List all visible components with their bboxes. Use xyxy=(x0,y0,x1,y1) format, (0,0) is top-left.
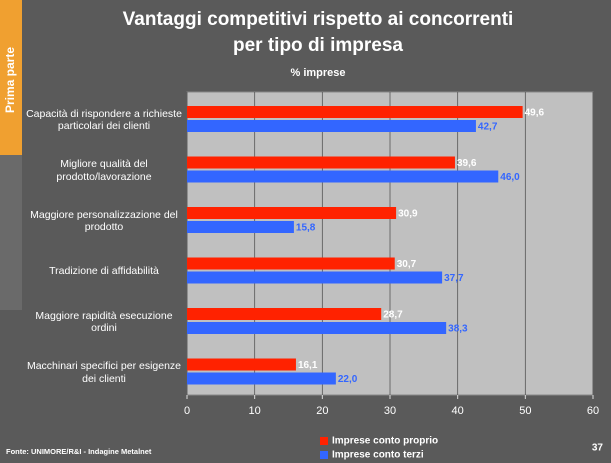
value-label: 42,7 xyxy=(478,122,498,133)
bar xyxy=(187,322,447,334)
value-label: 16,1 xyxy=(298,360,318,371)
page-number: 37 xyxy=(592,443,604,454)
value-label: 39,6 xyxy=(457,158,477,169)
x-tick-label: 50 xyxy=(519,405,531,417)
source: Fonte: UNIMORE/R&I - Indagine Metalnet xyxy=(6,447,152,456)
x-tick-label: 10 xyxy=(249,405,261,417)
chart-title: Vantaggi competitivi rispetto ai concorr… xyxy=(123,9,514,30)
bar xyxy=(187,170,499,183)
category-label-box: Capacità di rispondere a richieste parti… xyxy=(26,107,182,133)
value-label: 37,7 xyxy=(444,273,464,284)
value-label: 49,6 xyxy=(525,108,545,119)
category-label-box: Migliore qualità del prodotto/lavorazion… xyxy=(56,158,152,183)
bar xyxy=(187,120,476,132)
value-label: 30,7 xyxy=(397,259,417,270)
y-tick-label: Capacità di rispondere a richieste parti… xyxy=(26,107,182,133)
side-strip xyxy=(0,0,22,155)
value-label: 15,8 xyxy=(296,223,316,234)
x-tick-label: 40 xyxy=(452,405,464,417)
bar xyxy=(187,221,294,233)
category-label-box: Macchinari specifici per esigenze dei cl… xyxy=(26,360,182,385)
legend-label: Imprese conto terzi xyxy=(332,450,424,461)
y-tick-label: Maggiore rapidità esecuzione ordini xyxy=(35,309,173,335)
bar xyxy=(187,271,443,284)
bar xyxy=(187,372,336,385)
value-label: 28,7 xyxy=(383,310,403,321)
legend-swatch xyxy=(320,437,328,445)
legend-label: Imprese conto proprio xyxy=(332,436,438,447)
value-label: 22,0 xyxy=(338,374,358,385)
value-label: 38,3 xyxy=(448,324,468,335)
value-label: 46,0 xyxy=(500,172,520,183)
side-strip xyxy=(0,155,22,310)
bar xyxy=(187,358,296,371)
bar xyxy=(187,207,397,219)
side-label: Prima parte xyxy=(3,47,17,113)
bar xyxy=(187,257,395,270)
category-label-box: Tradizione di affidabilità xyxy=(49,265,159,278)
chart-subtitle: % imprese xyxy=(290,67,345,79)
bar xyxy=(187,156,455,169)
y-tick-label: Macchinari specifici per esigenze dei cl… xyxy=(26,360,182,385)
x-tick-label: 60 xyxy=(587,405,599,417)
bar xyxy=(187,106,523,118)
y-tick-label: Maggiore personalizzazione del prodotto xyxy=(30,208,178,234)
bar xyxy=(187,308,382,320)
value-label: 30,9 xyxy=(398,209,418,220)
x-tick-label: 30 xyxy=(384,405,396,417)
y-tick-label: Migliore qualità del prodotto/lavorazion… xyxy=(56,158,152,183)
legend-swatch xyxy=(320,451,328,459)
y-tick-label: Tradizione di affidabilità xyxy=(49,265,159,278)
category-label-box: Maggiore rapidità esecuzione ordini xyxy=(35,309,173,335)
x-tick-label: 20 xyxy=(316,405,328,417)
category-label-box: Maggiore personalizzazione del prodotto xyxy=(30,208,178,234)
x-tick-label: 0 xyxy=(184,405,190,417)
chart-title: per tipo di impresa xyxy=(233,35,403,56)
